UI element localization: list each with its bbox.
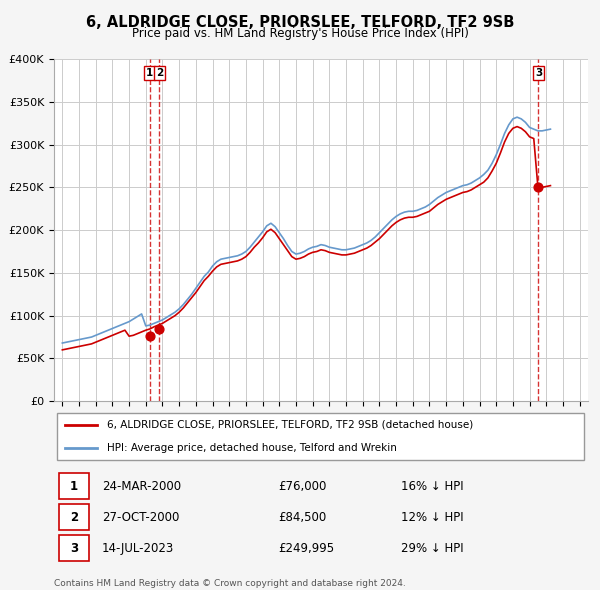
FancyBboxPatch shape xyxy=(59,473,89,499)
Text: Price paid vs. HM Land Registry's House Price Index (HPI): Price paid vs. HM Land Registry's House … xyxy=(131,27,469,40)
Text: £84,500: £84,500 xyxy=(278,511,326,524)
Text: 29% ↓ HPI: 29% ↓ HPI xyxy=(401,542,464,555)
Text: HPI: Average price, detached house, Telford and Wrekin: HPI: Average price, detached house, Telf… xyxy=(107,443,397,453)
FancyBboxPatch shape xyxy=(59,504,89,530)
Text: £76,000: £76,000 xyxy=(278,480,326,493)
Text: 3: 3 xyxy=(535,68,542,78)
FancyBboxPatch shape xyxy=(56,413,584,460)
Text: 27-OCT-2000: 27-OCT-2000 xyxy=(102,511,179,524)
Point xyxy=(155,324,164,333)
Text: £249,995: £249,995 xyxy=(278,542,334,555)
Text: 2: 2 xyxy=(156,68,163,78)
FancyBboxPatch shape xyxy=(59,535,89,561)
Text: 24-MAR-2000: 24-MAR-2000 xyxy=(102,480,181,493)
Text: 6, ALDRIDGE CLOSE, PRIORSLEE, TELFORD, TF2 9SB (detached house): 6, ALDRIDGE CLOSE, PRIORSLEE, TELFORD, T… xyxy=(107,420,473,430)
Point xyxy=(145,332,154,341)
Text: 16% ↓ HPI: 16% ↓ HPI xyxy=(401,480,464,493)
Text: Contains HM Land Registry data © Crown copyright and database right 2024.
This d: Contains HM Land Registry data © Crown c… xyxy=(54,579,406,590)
Text: 12% ↓ HPI: 12% ↓ HPI xyxy=(401,511,464,524)
Text: 1: 1 xyxy=(70,480,78,493)
Text: 2: 2 xyxy=(70,511,78,524)
Text: 6, ALDRIDGE CLOSE, PRIORSLEE, TELFORD, TF2 9SB: 6, ALDRIDGE CLOSE, PRIORSLEE, TELFORD, T… xyxy=(86,15,514,30)
Text: 1: 1 xyxy=(146,68,153,78)
Text: 3: 3 xyxy=(70,542,78,555)
Text: 14-JUL-2023: 14-JUL-2023 xyxy=(102,542,175,555)
Point xyxy=(533,183,543,192)
